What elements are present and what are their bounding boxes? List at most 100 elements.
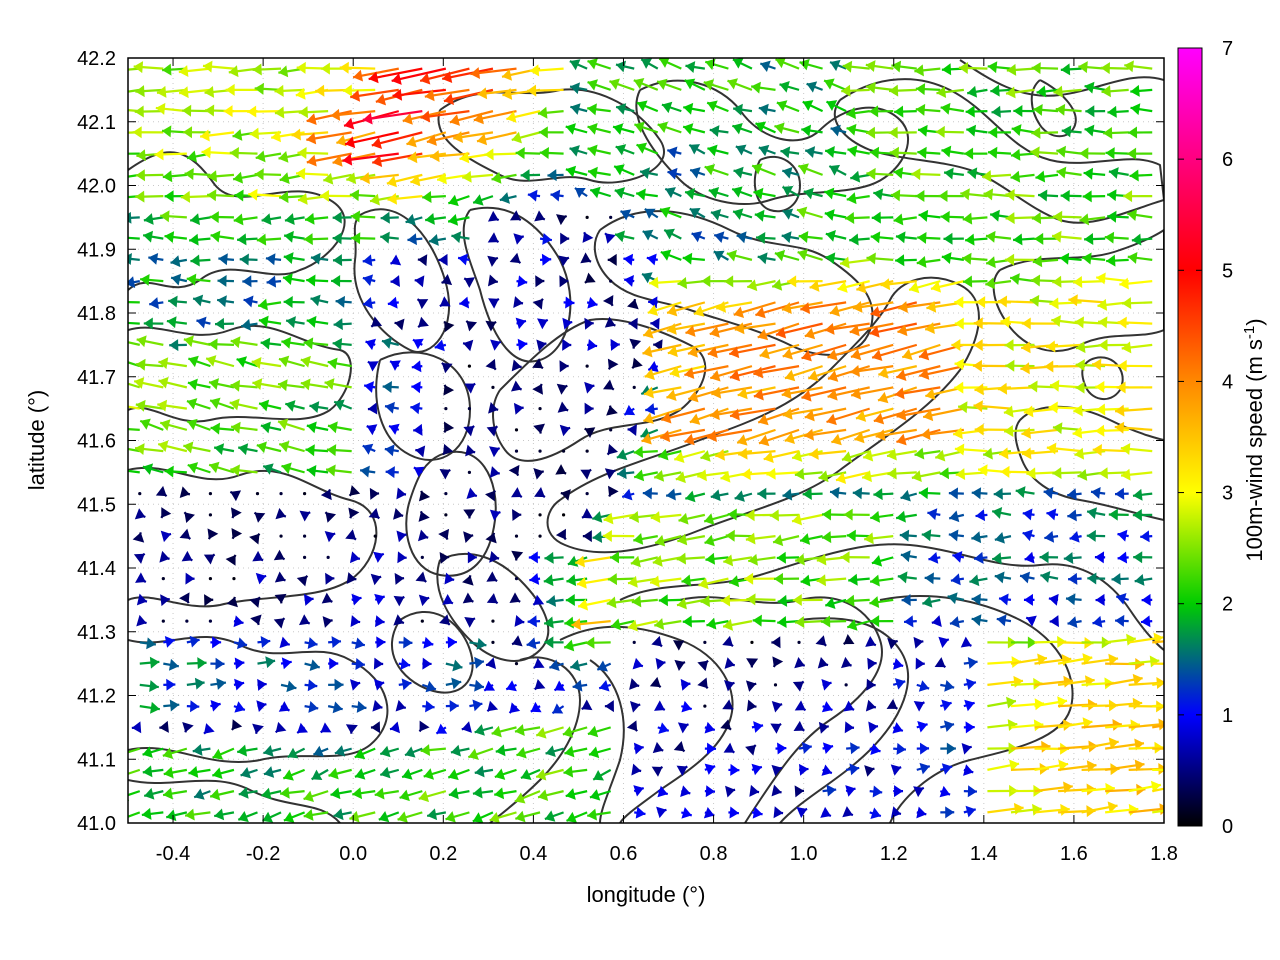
y-tick-label: 41.5 [77,494,116,516]
wind-arrow [913,636,924,649]
wind-arrow [734,322,776,335]
wind-arrow [300,378,329,391]
wind-arrow [818,470,847,483]
wind-arrow [824,209,847,221]
wind-arrow [809,280,847,292]
wind-arrow [185,619,189,623]
wind-arrow [467,364,472,368]
wind-arrow [1011,124,1035,136]
wind-arrow [136,335,164,348]
wind-arrow [217,274,234,287]
contour-line [437,88,665,184]
wind-arrow [135,190,164,203]
wind-arrow [296,575,309,587]
wind-arrow [249,533,261,545]
wind-arrow [365,338,376,351]
wind-arrow [514,577,519,581]
wind-arrow [285,400,305,412]
wind-arrow [155,485,168,498]
wind-arrow [249,596,261,608]
wind-arrow [998,593,1012,606]
wind-arrow [824,597,847,609]
wind-arrow [569,59,588,71]
wind-arrow [792,594,823,607]
wind-arrow [509,592,521,603]
wind-arrow [128,88,140,93]
wind-arrow [701,275,729,288]
wind-arrow [396,487,407,500]
wind-arrow [543,574,564,587]
wind-arrow [615,144,635,156]
wind-arrow [297,147,329,160]
wind-arrow [417,316,429,329]
wind-arrow [958,62,988,75]
wind-arrow [801,124,823,137]
wind-arrow [827,386,870,401]
wind-arrow [284,213,305,226]
colorbar-title-main: 100m-wind speed (m s [1242,339,1267,562]
wind-arrow [893,742,907,755]
wind-arrow [750,640,754,644]
wind-arrow [299,510,311,522]
wind-arrow [633,469,658,482]
wind-arrow [642,229,659,241]
wind-arrow [159,720,169,733]
contour-line [1081,356,1124,400]
wind-arrow [963,721,975,734]
wind-arrow [847,145,870,158]
wind-arrow [140,273,164,286]
wind-arrow [651,766,664,777]
wind-arrow [474,724,494,736]
wind-arrow [368,67,423,84]
wind-arrow [614,187,635,199]
wind-arrow [327,421,352,434]
wind-arrow [958,401,988,414]
wind-arrow [1152,681,1164,686]
wind-arrow [160,594,170,607]
wind-arrow [256,233,282,246]
wind-arrow [549,659,564,671]
wind-arrow [826,100,847,113]
wind-arrow [667,146,682,159]
wind-arrow [659,206,682,219]
wind-arrow [843,700,855,712]
wind-arrow [648,296,658,309]
wind-arrow [328,636,342,649]
wind-arrow [362,274,376,286]
wind-arrow [128,341,141,346]
wind-arrow [889,146,917,159]
wind-arrow [332,232,352,245]
wind-arrow [895,365,941,381]
wind-arrow [607,253,617,266]
wind-arrow [443,384,455,396]
wind-arrow [801,386,847,402]
wind-arrow [256,700,267,712]
wind-arrow [237,744,258,757]
wind-arrow [248,188,282,201]
wind-arrow [887,467,917,480]
wind-arrow [352,787,376,800]
wind-arrow [684,78,706,91]
wind-arrow [575,555,611,568]
wind-arrow [1044,530,1059,543]
contour-line [1030,79,1077,138]
wind-arrow [164,231,187,244]
wind-arrow [629,338,642,349]
wind-arrow [560,232,570,245]
wind-arrow [160,530,172,543]
wind-arrow [871,211,894,224]
wind-arrow [332,211,352,224]
wind-arrow [132,532,145,543]
wind-arrow [582,231,594,243]
wind-arrow [941,252,965,264]
wind-arrow [388,423,400,435]
wind-arrow [852,301,894,313]
wind-arrow [1117,551,1129,564]
wind-arrow [673,640,685,651]
wind-arrow [439,468,451,480]
wind-arrow [994,531,1012,544]
wind-arrow [915,83,941,96]
wind-arrow [643,386,682,399]
wind-arrow [251,357,282,369]
wind-arrow [640,58,659,70]
